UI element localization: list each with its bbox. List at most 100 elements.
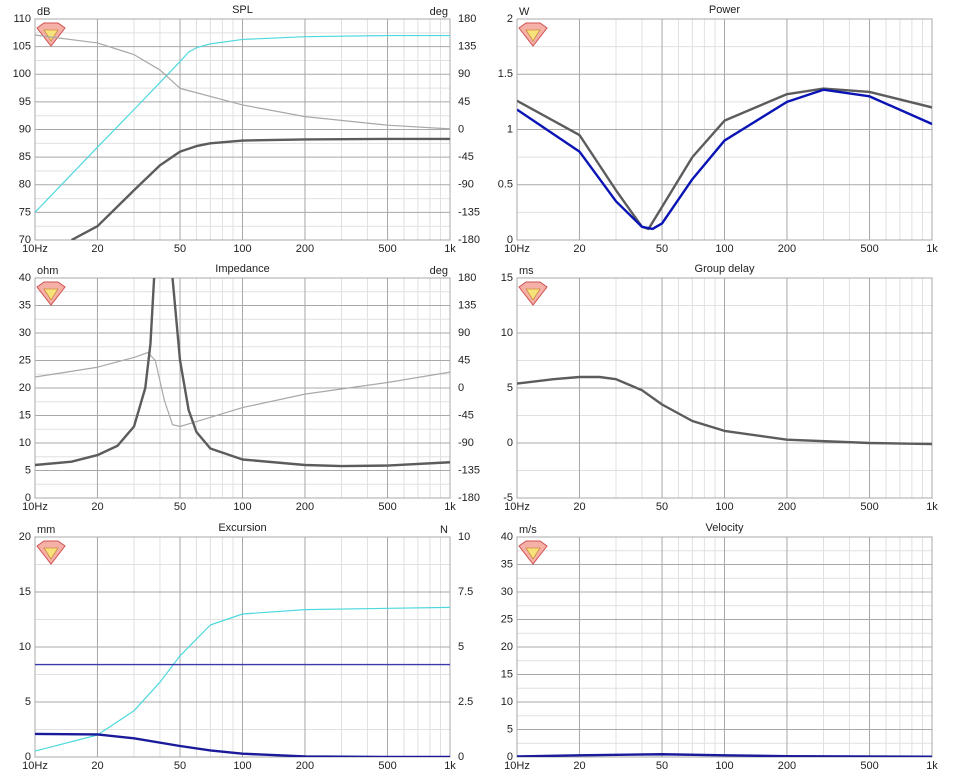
- y-axis-label: ohm: [37, 265, 58, 277]
- x-tick-label: 10Hz: [504, 501, 530, 513]
- series-line: [171, 278, 450, 468]
- y-axis-label: W: [519, 6, 530, 18]
- series-line: [35, 351, 450, 428]
- y2-tick-label: 0: [458, 751, 464, 763]
- x-tick-label: 1k: [444, 243, 456, 255]
- y-tick-label: 80: [19, 179, 31, 191]
- logo-inner: [43, 29, 59, 42]
- chart-panel: 10Hz 20 50 100 200 500 1k 0 0.5 1 1.5 2 Power W: [498, 4, 939, 255]
- x-tick-label: 20: [573, 243, 585, 255]
- series-line: [517, 87, 932, 231]
- x-tick-label: 10Hz: [504, 243, 530, 255]
- y2-tick-label: 0: [458, 123, 464, 135]
- chart-title: Velocity: [706, 522, 744, 534]
- x-tick-label: 500: [860, 501, 878, 513]
- y-tick-label: 35: [501, 558, 513, 570]
- x-tick-label: 100: [233, 501, 251, 513]
- y-tick-label: 30: [501, 586, 513, 598]
- y-tick-label: 15: [501, 668, 513, 680]
- x-tick-label: 100: [715, 243, 733, 255]
- x-tick-label: 20: [91, 501, 103, 513]
- x-tick-label: 20: [91, 760, 103, 772]
- x-tick-label: 100: [715, 501, 733, 513]
- x-tick-label: 500: [378, 501, 396, 513]
- y-tick-label: 1: [507, 123, 513, 135]
- x-tick-label: 100: [233, 243, 251, 255]
- x-tick-label: 20: [573, 501, 585, 513]
- x-tick-label: 500: [860, 243, 878, 255]
- x-tick-label: 500: [378, 760, 396, 772]
- y2-tick-label: 90: [458, 327, 470, 339]
- y-axis-label: mm: [37, 524, 55, 536]
- logo-inner: [43, 288, 59, 301]
- y-tick-label: 40: [19, 272, 31, 284]
- logo-inner: [43, 547, 59, 560]
- y-tick-label: 100: [13, 68, 31, 80]
- y2-axis-label: N: [440, 524, 448, 536]
- y2-tick-label: -90: [458, 179, 474, 191]
- y-tick-label: 0: [507, 437, 513, 449]
- logo-inner: [525, 29, 541, 42]
- y-tick-label: 0: [507, 751, 513, 763]
- y-tick-label: 10: [19, 641, 31, 653]
- y-tick-label: 85: [19, 151, 31, 163]
- x-tick-label: 20: [573, 760, 585, 772]
- y-tick-label: 15: [19, 409, 31, 421]
- y2-tick-label: 10: [458, 531, 470, 543]
- x-tick-label: 10Hz: [504, 760, 530, 772]
- y2-tick-label: -45: [458, 151, 474, 163]
- y2-tick-label: 5: [458, 641, 464, 653]
- y2-tick-label: 45: [458, 96, 470, 108]
- x-tick-label: 50: [174, 760, 186, 772]
- y-tick-label: -5: [503, 492, 513, 504]
- x-tick-label: 200: [296, 760, 314, 772]
- y-tick-label: 25: [19, 354, 31, 366]
- x-tick-label: 1k: [926, 760, 938, 772]
- y-tick-label: 35: [19, 299, 31, 311]
- chart-title: Excursion: [218, 522, 266, 534]
- chart-title: Group delay: [695, 263, 755, 275]
- chart-panel: 10Hz 20 50 100 200 500 1k 70 75 80 85 90 95 100 105 110…: [13, 4, 480, 255]
- x-tick-label: 500: [860, 760, 878, 772]
- series-line: [70, 137, 450, 240]
- x-tick-label: 1k: [926, 243, 938, 255]
- chart-panel: 10Hz 20 50 100 200 500 1k 0 5 10 15 20 25 30 35 40 Veloc…: [501, 522, 939, 772]
- chart-panel: 10Hz 20 50 100 200 500 1k0510152002.557.510Exc…: [19, 522, 474, 772]
- x-tick-label: 50: [174, 243, 186, 255]
- series-line: [35, 606, 450, 752]
- y-tick-label: 2: [507, 13, 513, 25]
- x-tick-label: 10Hz: [22, 501, 48, 513]
- y2-tick-label: 7.5: [458, 586, 473, 598]
- y-tick-label: 5: [25, 464, 31, 476]
- x-tick-label: 200: [778, 760, 796, 772]
- y-tick-label: 25: [501, 613, 513, 625]
- x-tick-label: 50: [656, 501, 668, 513]
- series-line: [517, 88, 932, 231]
- y-tick-label: 0: [25, 492, 31, 504]
- y2-axis-label: deg: [430, 6, 448, 18]
- y-tick-label: 105: [13, 41, 31, 53]
- y-tick-label: 70: [19, 234, 31, 246]
- y-tick-label: 10: [501, 696, 513, 708]
- logo-inner: [525, 547, 541, 560]
- y-tick-label: 30: [19, 327, 31, 339]
- x-tick-label: 200: [778, 243, 796, 255]
- y2-tick-label: 135: [458, 41, 476, 53]
- x-tick-label: 1k: [444, 501, 456, 513]
- y-tick-label: 5: [507, 723, 513, 735]
- y2-tick-label: -90: [458, 437, 474, 449]
- logo-inner: [525, 288, 541, 301]
- x-tick-label: 50: [174, 501, 186, 513]
- y2-tick-label: 0: [458, 382, 464, 394]
- chart-title: SPL: [232, 4, 253, 16]
- series-line: [35, 732, 450, 757]
- chart-title: Impedance: [215, 263, 269, 275]
- y2-tick-label: -45: [458, 409, 474, 421]
- y2-tick-label: -135: [458, 464, 480, 476]
- y-tick-label: 0.5: [498, 179, 513, 191]
- x-tick-label: 500: [378, 243, 396, 255]
- x-tick-label: 10Hz: [22, 243, 48, 255]
- x-tick-label: 100: [233, 760, 251, 772]
- x-tick-label: 200: [296, 501, 314, 513]
- y-tick-label: 90: [19, 123, 31, 135]
